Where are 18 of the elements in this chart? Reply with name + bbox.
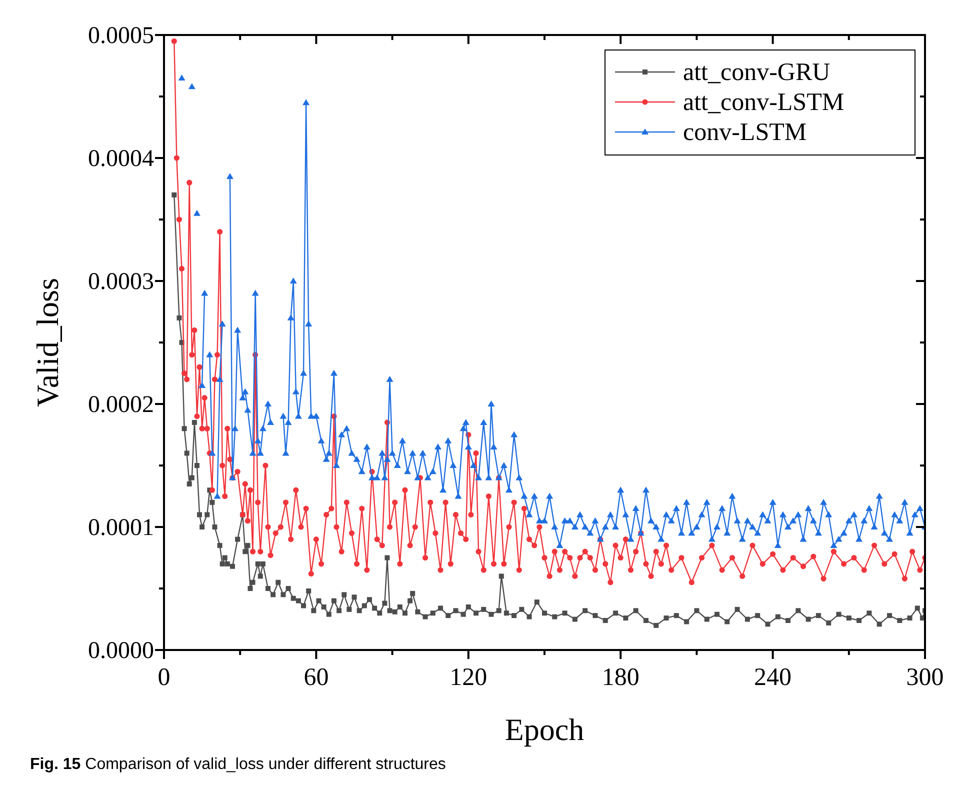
x-tick-label: 180 [602,664,640,691]
x-tick-label: 240 [754,664,792,691]
x-tick-label: 60 [304,664,329,691]
y-tick-label: 0.0000 [88,638,154,664]
x-tick-label: 300 [906,664,944,691]
y-tick-label: 0.0004 [88,146,154,172]
y-tick-label: 0.0003 [88,269,154,295]
legend-label: conv-LSTM [683,119,807,146]
legend-label: att_conv-GRU [683,59,830,86]
y-tick-label: 0.0001 [88,515,154,541]
x-axis-title: Epoch [504,712,585,747]
legend-label: att_conv-LSTM [683,89,844,116]
caption: Fig. 15 Comparison of valid_loss under different structures [30,756,446,773]
y-tick-label: 0.0005 [88,23,154,49]
y-axis-title: Valid_loss [30,278,65,408]
x-tick-label: 120 [450,664,488,691]
x-tick-label: 0 [158,664,170,691]
y-tick-label: 0.0002 [88,392,154,418]
